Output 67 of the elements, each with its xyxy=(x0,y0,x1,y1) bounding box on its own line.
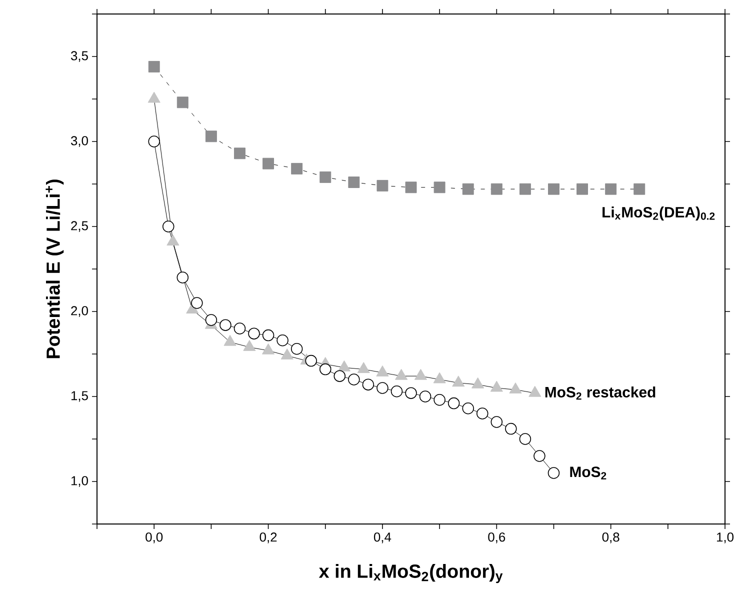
y-tick-label: 1,5 xyxy=(71,391,88,402)
point xyxy=(262,158,274,170)
point xyxy=(490,416,503,428)
point xyxy=(376,382,388,394)
point xyxy=(248,328,260,340)
point xyxy=(191,297,203,309)
point xyxy=(434,182,446,194)
point xyxy=(348,176,360,188)
point xyxy=(357,362,370,374)
point xyxy=(605,183,617,195)
point xyxy=(319,363,332,376)
y-tick-label: 2,5 xyxy=(71,221,88,232)
y-tick-label: 2,0 xyxy=(71,306,88,317)
x-tick-label: 1,0 xyxy=(716,532,734,544)
x-tick-label: 0,6 xyxy=(488,532,506,544)
point xyxy=(576,183,588,195)
point xyxy=(362,378,374,390)
x-axis-title: x in Li$_{x}$MoS$_{2}$(donor)$_{y}$ xyxy=(318,564,503,584)
point xyxy=(234,322,246,334)
point xyxy=(348,374,360,386)
series-label: MoS$_{2}$ restacked xyxy=(545,386,656,400)
point xyxy=(462,402,474,414)
point xyxy=(205,130,217,142)
point xyxy=(162,220,174,232)
point xyxy=(548,467,560,479)
point xyxy=(452,376,465,387)
point xyxy=(276,334,288,346)
point xyxy=(505,422,517,435)
point xyxy=(305,354,317,367)
point xyxy=(462,183,474,195)
point xyxy=(176,96,188,108)
point xyxy=(476,408,488,420)
point xyxy=(405,182,417,194)
point xyxy=(320,171,332,183)
point xyxy=(548,183,560,195)
point xyxy=(390,386,403,398)
y-tick-label: 1,0 xyxy=(71,476,88,487)
point xyxy=(434,394,446,406)
point xyxy=(290,343,303,355)
point xyxy=(220,319,232,331)
point xyxy=(634,183,646,195)
y-axis-title: Potential E (V Li/Li$^{+}$) xyxy=(46,180,64,358)
point xyxy=(176,272,189,284)
y-tick-label: 3,5 xyxy=(70,51,88,62)
series-label: MoS$_{2}$ xyxy=(570,466,606,480)
point xyxy=(148,60,160,72)
x-tick-label: 0,2 xyxy=(260,532,277,544)
point xyxy=(405,387,417,399)
series-label: Li$_{x}$MoS$_{2}$(DEA)$_{0.2}$ xyxy=(602,206,715,220)
point xyxy=(448,397,460,410)
point xyxy=(376,180,388,192)
point xyxy=(534,450,546,462)
point xyxy=(166,234,180,246)
y-tick-label: 3,0 xyxy=(70,136,88,147)
point xyxy=(291,162,303,174)
point xyxy=(205,314,218,326)
x-tick-label: 0,4 xyxy=(374,532,392,544)
point xyxy=(148,136,160,148)
point xyxy=(234,148,246,160)
point xyxy=(262,329,274,342)
x-tick-label: 0,0 xyxy=(146,532,163,544)
x-tick-label: 0,8 xyxy=(602,532,620,544)
point xyxy=(334,370,346,382)
point xyxy=(419,390,432,402)
point xyxy=(519,433,532,445)
point xyxy=(490,183,502,195)
point xyxy=(519,183,531,195)
